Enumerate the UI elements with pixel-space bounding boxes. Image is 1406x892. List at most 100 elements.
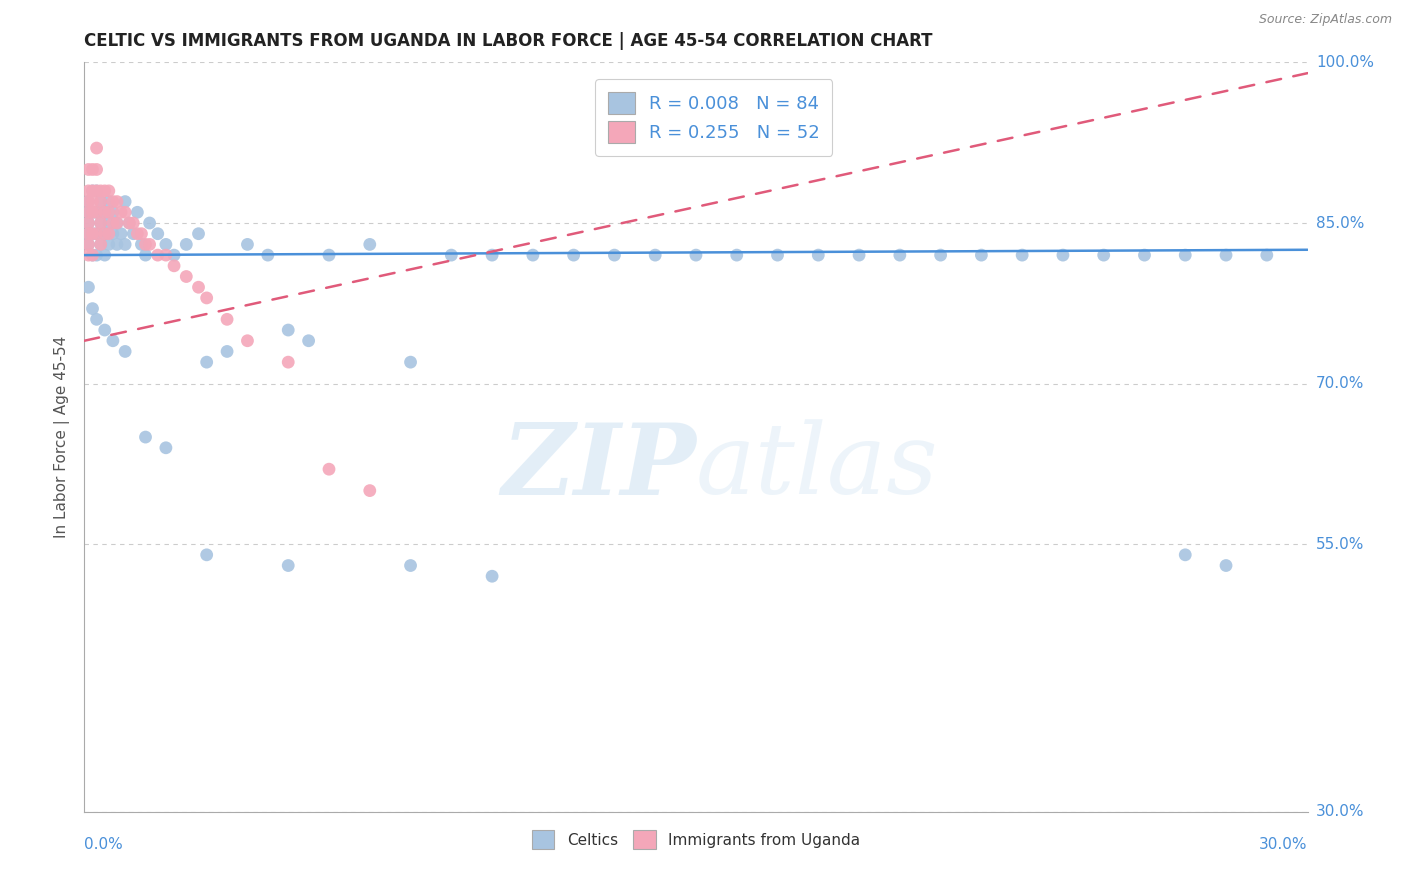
Point [1052,248,1074,262]
Point [127,227,149,241]
Point [685,248,707,262]
Point [82,227,104,241]
Point [131,237,153,252]
Point [82,162,104,177]
Point [195,355,218,369]
Point [146,227,169,241]
Point [77,237,100,252]
Point [848,248,870,262]
Point [77,280,100,294]
Y-axis label: In Labor Force | Age 45-54: In Labor Force | Age 45-54 [55,336,70,538]
Point [82,248,104,262]
Point [105,237,128,252]
Point [97,205,120,219]
Point [82,205,104,219]
Point [90,194,112,209]
Point [101,205,124,219]
Point [603,248,626,262]
Point [114,194,136,209]
Point [1215,558,1237,573]
Point [135,248,157,262]
Point [77,216,100,230]
Text: CELTIC VS IMMIGRANTS FROM UGANDA IN LABOR FORCE | AGE 45-54 CORRELATION CHART: CELTIC VS IMMIGRANTS FROM UGANDA IN LABO… [84,32,932,50]
Point [90,216,112,230]
Point [101,194,124,209]
Point [1092,248,1115,262]
Point [77,194,100,209]
Point [77,205,100,219]
Point [440,248,463,262]
Text: 70.0%: 70.0% [1316,376,1364,391]
Point [82,248,104,262]
Point [146,248,169,262]
Point [82,301,104,316]
Point [77,162,100,177]
Point [195,291,218,305]
Point [122,227,145,241]
Point [562,248,585,262]
Point [86,248,108,262]
Point [110,227,132,241]
Point [114,205,136,219]
Point [90,216,112,230]
Point [522,248,544,262]
Point [318,248,340,262]
Point [236,237,259,252]
Point [277,558,299,573]
Point [155,248,177,262]
Point [86,312,108,326]
Text: 100.0%: 100.0% [1316,55,1374,70]
Text: 30.0%: 30.0% [1260,837,1308,852]
Point [82,194,104,209]
Point [929,248,952,262]
Point [90,194,112,209]
Point [118,216,141,230]
Point [82,205,104,219]
Point [481,248,503,262]
Point [187,227,209,241]
Point [1256,248,1278,262]
Point [77,216,100,230]
Point [77,248,100,262]
Point [97,227,120,241]
Point [93,227,115,241]
Point [82,184,104,198]
Point [93,227,115,241]
Point [90,184,112,198]
Point [97,194,120,209]
Point [90,237,112,252]
Point [135,237,157,252]
Point [77,194,100,209]
Text: 0.0%: 0.0% [84,837,124,852]
Point [970,248,993,262]
Point [86,227,108,241]
Point [187,280,209,294]
Point [277,323,299,337]
Legend: Celtics, Immigrants from Uganda: Celtics, Immigrants from Uganda [524,822,868,856]
Point [217,312,239,326]
Point [77,184,100,198]
Point [807,248,830,262]
Point [101,227,124,241]
Point [155,441,177,455]
Point [97,184,120,198]
Point [101,216,124,230]
Point [725,248,748,262]
Point [118,216,141,230]
Point [138,237,160,252]
Point [766,248,789,262]
Point [110,205,132,219]
Point [359,483,381,498]
Point [174,269,197,284]
Point [481,569,503,583]
Point [86,141,108,155]
Point [644,248,666,262]
Point [77,237,100,252]
Point [82,227,104,241]
Point [131,227,153,241]
Point [359,237,381,252]
Point [257,248,280,262]
Point [77,227,100,241]
Point [1215,248,1237,262]
Point [277,355,299,369]
